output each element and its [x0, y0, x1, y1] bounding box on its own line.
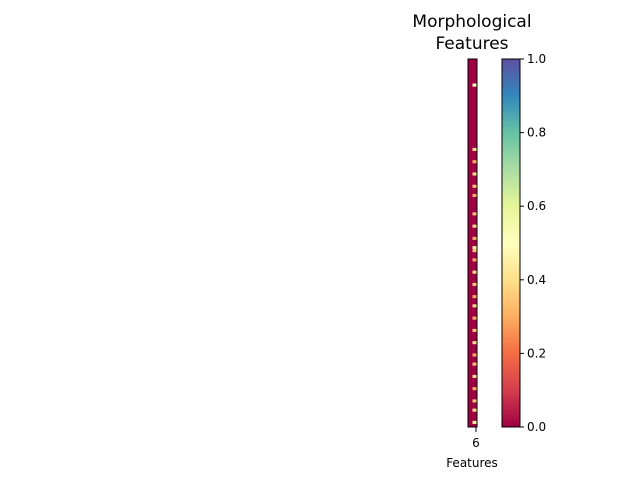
colorbar-tick-label: 0.8	[527, 126, 546, 140]
heatmap-frame	[467, 58, 478, 428]
heatmap-cell	[472, 160, 477, 164]
heatmap-cell	[472, 420, 477, 424]
heatmap-cell	[472, 270, 477, 274]
heatmap-cell	[472, 362, 477, 366]
heatmap-cell	[472, 399, 477, 403]
heatmap-cell	[472, 316, 477, 320]
chart-title-line-1: Morphological	[412, 12, 531, 32]
heatmap-cell	[472, 184, 477, 188]
colorbar-ticks: 0.0 0.2 0.4 0.6 0.8 1.0	[520, 52, 546, 434]
heatmap-cell	[472, 353, 477, 357]
colorbar-tick-label: 0.4	[527, 273, 546, 287]
heatmap-cell	[472, 282, 477, 286]
heatmap-background	[468, 59, 477, 427]
colorbar-tick-label: 0.0	[527, 420, 546, 434]
colorbar	[501, 58, 521, 428]
heatmap-cell	[472, 374, 477, 378]
heatmap-cell	[472, 408, 477, 412]
heatmap-cell	[472, 258, 477, 262]
x-tick-label: 6	[472, 436, 480, 450]
colorbar-tick-label: 0.2	[527, 346, 546, 360]
chart-title-line-2: Features	[435, 34, 508, 54]
colorbar-tick-label: 0.6	[527, 199, 546, 213]
heatmap-cell	[472, 246, 477, 250]
heatmap-cell	[472, 83, 477, 87]
colorbar-tick-label: 1.0	[527, 52, 546, 66]
x-axis-label: Features	[446, 456, 498, 470]
heatmap-cell	[472, 304, 477, 308]
heatmap-cell	[472, 341, 477, 345]
heatmap-cell	[472, 172, 477, 176]
heatmap-cell	[472, 224, 477, 228]
heatmap-cell	[472, 295, 477, 299]
heatmap-cells	[468, 59, 477, 427]
heatmap-cell	[472, 249, 477, 253]
heatmap-cell	[472, 193, 477, 197]
heatmap-cell	[472, 212, 477, 216]
heatmap-cell	[472, 328, 477, 332]
heatmap-cell	[472, 147, 477, 151]
heatmap-cell	[472, 236, 477, 240]
heatmap-cell	[472, 387, 477, 391]
